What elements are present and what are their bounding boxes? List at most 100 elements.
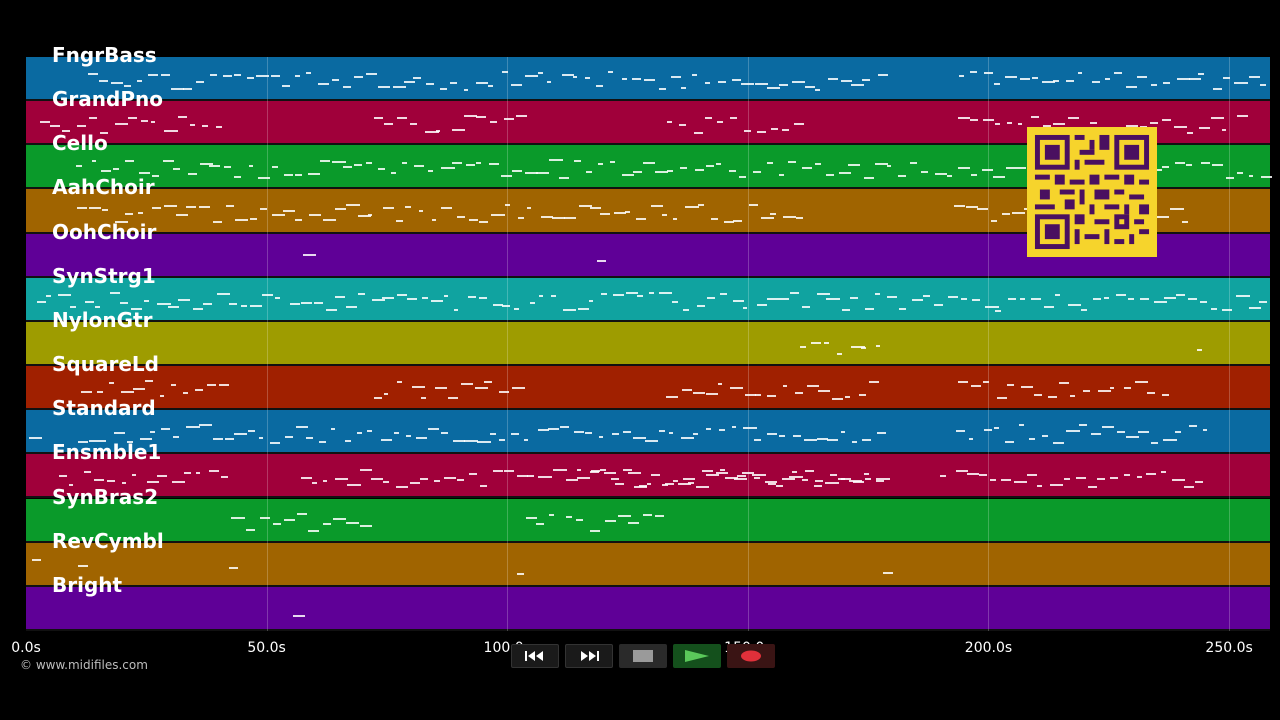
qr-code [1027, 127, 1157, 257]
track-row[interactable] [26, 542, 1270, 587]
midi-note [101, 209, 108, 212]
midi-note [76, 124, 87, 127]
midi-note [514, 307, 519, 310]
track-row[interactable] [26, 366, 1270, 411]
track-row[interactable] [26, 410, 1270, 455]
fast-forward-button[interactable] [565, 644, 613, 668]
track-row[interactable] [26, 277, 1270, 322]
midi-note [187, 173, 198, 176]
track-row[interactable] [26, 57, 1270, 102]
midi-note [262, 293, 273, 296]
play-icon [685, 650, 709, 662]
midi-note [383, 393, 389, 396]
midi-note [1202, 428, 1207, 431]
midi-note [396, 116, 408, 119]
midi-note [1007, 122, 1013, 125]
midi-note [284, 435, 293, 438]
midi-note [335, 477, 348, 480]
midi-note [248, 430, 256, 433]
midi-note [454, 309, 459, 312]
midi-note [600, 469, 607, 472]
midi-note [574, 160, 582, 163]
midi-note [1163, 439, 1177, 442]
midi-note [397, 381, 402, 384]
midi-note [989, 479, 997, 482]
midi-note [113, 431, 126, 434]
midi-note [368, 213, 373, 216]
midi-note [325, 309, 338, 312]
midi-note [1225, 176, 1235, 179]
midi-note [719, 468, 725, 471]
track-row[interactable] [26, 321, 1270, 367]
midi-note [1176, 293, 1186, 296]
midi-note [444, 477, 456, 480]
midi-note [147, 73, 159, 76]
play-button[interactable] [673, 644, 721, 668]
midi-note [840, 80, 853, 83]
midi-note [604, 519, 616, 522]
midi-note [739, 176, 746, 179]
midi-note [130, 308, 142, 311]
midi-note [1212, 88, 1223, 91]
track-row[interactable] [26, 498, 1270, 543]
midi-note [489, 120, 498, 123]
midi-note [140, 119, 149, 122]
midi-note [421, 296, 428, 299]
midi-note [622, 469, 632, 472]
midi-note [859, 394, 866, 397]
midi-note [484, 381, 493, 384]
midi-note [183, 471, 191, 474]
rewind-button[interactable] [511, 644, 559, 668]
midi-note [270, 442, 281, 445]
midi-note [127, 440, 134, 443]
midi-note [233, 73, 241, 76]
midi-note [876, 432, 886, 435]
midi-note [475, 116, 486, 119]
midi-note [365, 73, 378, 76]
midi-note [305, 71, 311, 74]
midi-note [115, 123, 129, 126]
midi-note [1150, 84, 1157, 87]
midi-note [693, 432, 698, 435]
track-row[interactable] [26, 454, 1270, 499]
midi-note [332, 161, 347, 164]
midi-note [99, 131, 108, 134]
midi-note [1211, 164, 1223, 167]
midi-note [469, 472, 478, 475]
midi-note [635, 218, 646, 221]
midi-note [407, 297, 417, 300]
midi-note [217, 293, 231, 296]
midi-note [356, 432, 362, 435]
midi-note [681, 436, 694, 439]
midi-note [101, 440, 107, 443]
midi-note [801, 167, 813, 170]
midi-note [88, 207, 102, 210]
midi-note [730, 116, 738, 119]
midi-note [838, 171, 851, 174]
midi-note [209, 74, 217, 77]
midi-note [576, 468, 581, 471]
midi-note [658, 291, 672, 294]
midi-note [498, 390, 509, 393]
midi-note [613, 293, 624, 296]
midi-note [953, 205, 965, 208]
midi-note [831, 397, 844, 400]
midi-note [695, 485, 710, 488]
midi-note [245, 529, 256, 532]
midi-note [76, 164, 82, 167]
stop-button[interactable] [619, 644, 667, 668]
copyright-text: © www.midifiles.com [20, 658, 148, 672]
midi-note [223, 166, 232, 169]
midi-note [599, 213, 610, 216]
midi-note [969, 437, 974, 440]
midi-note [289, 302, 301, 305]
midi-note [1053, 442, 1065, 445]
midi-note [958, 380, 969, 383]
midi-note [829, 474, 838, 477]
track-row[interactable] [26, 586, 1270, 631]
record-button[interactable] [727, 644, 775, 668]
midi-note [121, 390, 134, 393]
midi-note [157, 474, 167, 477]
midi-note [737, 475, 747, 478]
midi-note [981, 168, 993, 171]
